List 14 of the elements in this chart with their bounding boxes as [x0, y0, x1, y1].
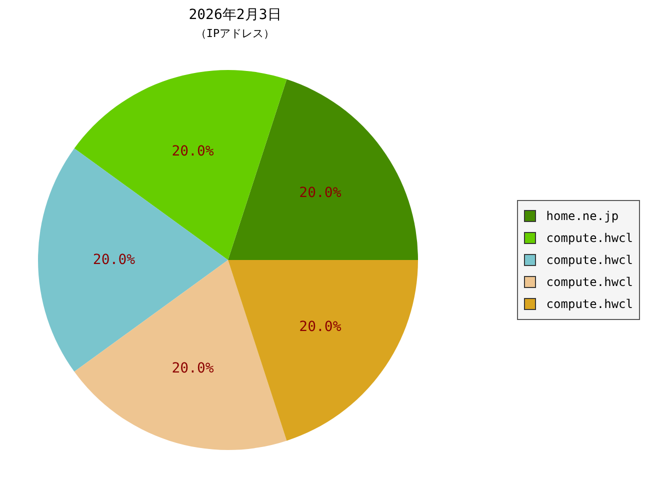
- legend-label: compute.hwcl: [546, 231, 633, 245]
- pie-slice: [228, 79, 418, 260]
- data-label: 20.0%: [299, 319, 342, 336]
- legend-label: compute.hwcl: [546, 297, 633, 311]
- chart-subtitle: （IPアドレス）: [194, 26, 276, 41]
- pie-slice: [228, 260, 418, 441]
- data-label: 20.0%: [172, 144, 214, 160]
- data-label: 20.0%: [299, 184, 342, 201]
- legend-label: compute.hwcl: [546, 253, 633, 267]
- legend-label: home.ne.jp: [546, 209, 619, 223]
- data-label: 20.0%: [92, 252, 136, 268]
- data-label: 20.0%: [172, 360, 214, 376]
- legend-label: compute.hwcl: [546, 275, 633, 289]
- chart-title: 2026年2月3日: [188, 6, 282, 24]
